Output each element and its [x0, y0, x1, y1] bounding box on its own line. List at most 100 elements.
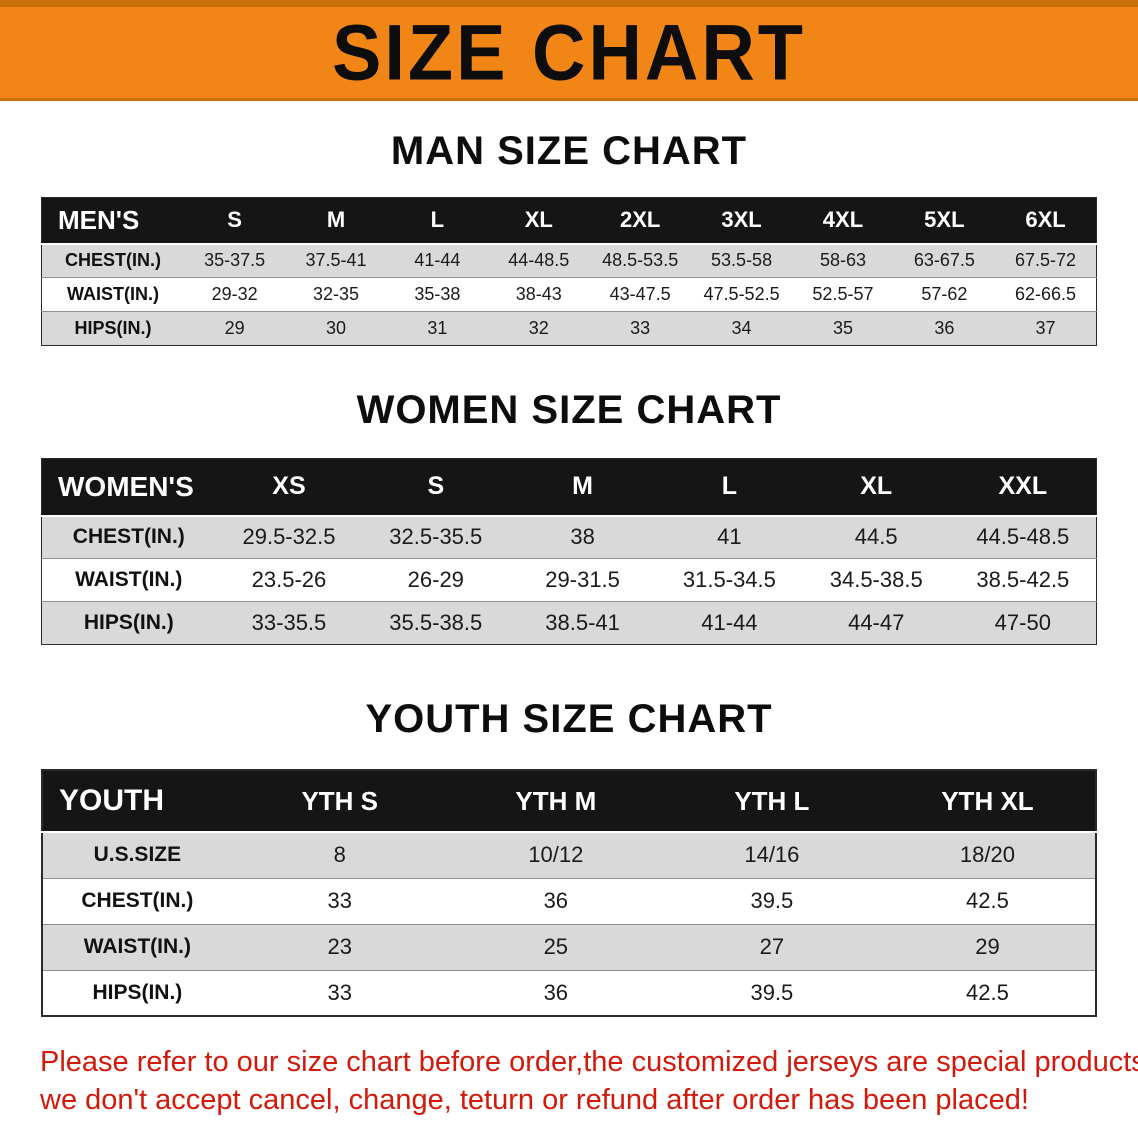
size-column-header: 4XL: [822, 207, 864, 233]
size-column-header: 5XL: [924, 207, 965, 233]
size-value: 34: [731, 318, 752, 338]
size-value: 18/20: [959, 842, 1015, 868]
size-value: 29: [975, 934, 1000, 959]
table-head: YOUTH YTH S YTH M YTH L YTH XL: [42, 770, 1096, 832]
size-value: 48.5-53.5: [602, 250, 679, 271]
table-row: CHEST(IN.) 35-37.5 37.5-41 41-44 44-48.5 48.5…: [41, 243, 1097, 278]
size-column-header: XXL: [998, 472, 1048, 501]
size-value: 25: [543, 934, 569, 959]
man-size-table: MEN'S S M L XL 2XL 3XL 4XL 5XL 6XL CHEST(IN.) 35-37…: [41, 197, 1097, 346]
size-value: 32.5-35.5: [389, 524, 483, 550]
size-value: 35-38: [414, 284, 461, 304]
size-value: 39.5: [750, 979, 794, 1005]
size-value: 41-44: [414, 250, 461, 271]
table-row: HIPS(IN.) 33-35.5 35.5-38.5 38.5-41 41-44 44-…: [41, 601, 1097, 645]
row-label: U.S.SIZE: [93, 843, 182, 867]
size-value: 38: [570, 524, 595, 550]
man-size-section: MAN SIZE CHART MEN'S S M L XL 2XL 3XL 4XL 5XL 6XL…: [0, 127, 1138, 346]
order-notice: Please refer to our size chart before or…: [40, 1043, 1138, 1119]
size-column-header: YTH S: [301, 785, 379, 816]
banner-title: SIZE CHART: [332, 8, 806, 97]
table-body: U.S.SIZE 8 10/12 14/16 18/20 CHEST(IN.) 33 36 39…: [42, 832, 1096, 1016]
youth-size-table: YOUTH YTH S YTH M YTH L YTH XL U.S.SIZE 8 10/12…: [41, 769, 1097, 1017]
youth-size-heading: YOUTH SIZE CHART: [365, 697, 773, 741]
size-value: 47.5-52.5: [703, 284, 780, 304]
table-row: HIPS(IN.) 33 36 39.5 42.5: [42, 970, 1096, 1016]
size-value: 47-50: [994, 610, 1051, 635]
table-head: MEN'S S M L XL 2XL 3XL 4XL 5XL 6XL: [41, 197, 1097, 244]
table-title-cell: MEN'S: [58, 204, 140, 235]
size-column-header: XL: [524, 207, 553, 233]
size-value: 33: [327, 888, 352, 913]
size-value: 38.5-41: [545, 610, 620, 635]
size-value: 27: [759, 934, 785, 959]
size-value: 32: [528, 318, 549, 338]
size-value: 31: [427, 318, 448, 338]
size-value: 32-35: [312, 284, 360, 304]
size-value: 35: [832, 318, 853, 338]
notice-line-1: Please refer to our size chart before or…: [40, 1046, 1138, 1078]
size-value: 44-47: [848, 610, 905, 635]
size-value: 23.5-26: [251, 567, 327, 592]
size-column-header: XS: [272, 472, 306, 501]
man-size-heading: MAN SIZE CHART: [390, 129, 748, 173]
size-column-header: YTH XL: [941, 785, 1034, 816]
size-value: 35.5-38.5: [389, 610, 483, 635]
size-value: 41-44: [701, 610, 758, 635]
size-column-header: S: [227, 207, 242, 233]
size-value: 37.5-41: [305, 250, 367, 271]
table-row: WAIST(IN.) 29-32 32-35 35-38 38-43 43-47.5 47.…: [41, 277, 1097, 312]
size-column-header: L: [721, 472, 738, 501]
size-value: 8: [333, 842, 346, 868]
women-size-heading: WOMEN SIZE CHART: [356, 388, 782, 432]
size-column-header: YTH L: [734, 785, 810, 816]
size-value: 34.5-38.5: [829, 567, 923, 592]
women-size-section: WOMEN SIZE CHART WOMEN'S XS S M L XL XXL CHEST(…: [0, 386, 1138, 645]
size-value: 36: [543, 888, 569, 913]
size-column-header: YTH M: [515, 785, 597, 816]
table-row: WAIST(IN.) 23 25 27 29: [42, 924, 1096, 970]
size-column-header: M: [326, 207, 346, 233]
size-value: 44.5: [854, 524, 898, 550]
women-size-table: WOMEN'S XS S M L XL XXL CHEST(IN.) 29.5-32.5 32.5…: [41, 458, 1097, 645]
row-label: CHEST(IN.): [81, 889, 194, 912]
size-value: 38-43: [515, 284, 562, 304]
table-title-cell: YOUTH: [59, 784, 164, 817]
youth-size-section: YOUTH SIZE CHART YOUTH YTH S YTH M YTH L YTH…: [0, 695, 1138, 1017]
size-value: 44.5-48.5: [976, 524, 1070, 550]
size-value: 42.5: [966, 979, 1009, 1005]
table-row: U.S.SIZE 8 10/12 14/16 18/20: [42, 832, 1096, 878]
table-row: CHEST(IN.) 29.5-32.5 32.5-35.5 38 41 44.5 44.5…: [41, 515, 1097, 559]
size-value: 36: [543, 979, 569, 1005]
size-column-header: M: [572, 472, 593, 501]
row-label: CHEST(IN.): [64, 250, 161, 271]
size-value: 37: [1035, 318, 1056, 338]
row-label: WAIST(IN.): [66, 284, 159, 304]
table-row: HIPS(IN.) 29 30 31 32 33 34 35 36 37: [41, 311, 1097, 346]
row-label: WAIST(IN.): [75, 568, 183, 591]
size-value: 63-67.5: [913, 250, 975, 271]
size-value: 58-63: [819, 250, 866, 271]
size-value: 62-66.5: [1014, 284, 1077, 304]
size-value: 29-32: [211, 284, 258, 304]
table-head: WOMEN'S XS S M L XL XXL: [41, 458, 1097, 516]
size-column-header: L: [430, 207, 445, 233]
size-column-header: XL: [860, 472, 893, 501]
size-value: 33-35.5: [251, 610, 327, 635]
size-value: 52.5-57: [812, 284, 874, 304]
size-value: 10/12: [528, 842, 584, 868]
row-label: HIPS(IN.): [83, 611, 174, 634]
size-value: 36: [934, 318, 955, 338]
notice-line-2: we don't accept cancel, change, teturn o…: [40, 1084, 1029, 1116]
table-row: WAIST(IN.) 23.5-26 26-29 29-31.5 31.5-34.5 34…: [41, 558, 1097, 602]
header-row: WOMEN'S XS S M L XL XXL: [41, 458, 1097, 516]
size-value: 43-47.5: [609, 284, 671, 304]
size-value: 41: [717, 524, 742, 550]
size-value: 38.5-42.5: [976, 567, 1070, 592]
row-label: WAIST(IN.): [83, 935, 192, 958]
size-column-header: S: [427, 472, 445, 501]
row-label: HIPS(IN.): [92, 980, 183, 1004]
size-value: 35-37.5: [204, 250, 266, 271]
row-label: CHEST(IN.): [72, 525, 185, 549]
